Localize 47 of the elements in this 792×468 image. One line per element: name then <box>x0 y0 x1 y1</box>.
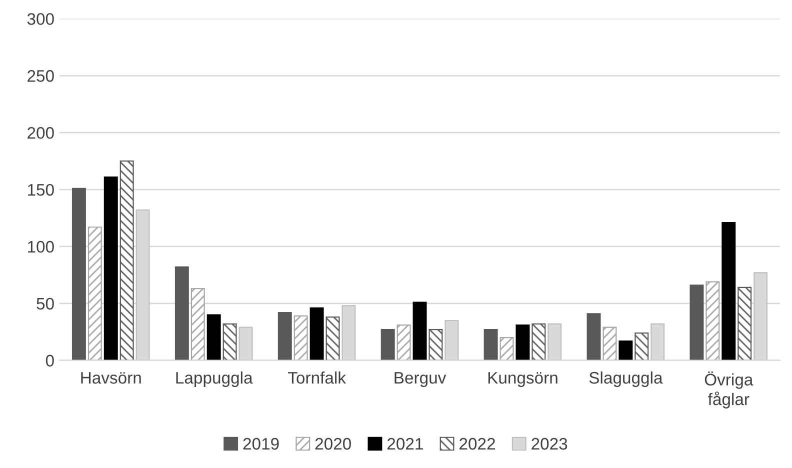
bar <box>428 329 443 360</box>
y-tick-label: 0 <box>46 354 54 367</box>
y-tick-label: 250 <box>28 70 54 82</box>
bar <box>618 340 633 360</box>
bar <box>738 286 752 360</box>
bar <box>396 324 411 360</box>
bar <box>586 313 601 360</box>
legend-label: 2020 <box>315 438 351 450</box>
bar <box>516 324 530 360</box>
y-tick-label: 200 <box>28 127 54 139</box>
bar <box>412 302 427 360</box>
bar <box>222 323 237 360</box>
bar <box>310 307 324 360</box>
bar <box>72 188 86 360</box>
bar <box>190 288 205 360</box>
y-tick-label: 150 <box>28 184 54 196</box>
bar <box>278 312 292 360</box>
bar <box>602 326 617 360</box>
x-tick-label: Slaguggla <box>589 371 663 388</box>
bar <box>206 314 221 360</box>
x-tick-label: Havsörn <box>81 372 141 384</box>
bar <box>326 316 340 360</box>
legend-label: 2019 <box>243 438 279 450</box>
bar <box>294 315 308 360</box>
bar <box>532 323 546 360</box>
bar <box>706 281 720 360</box>
y-tick-label: 100 <box>28 240 54 253</box>
x-tick-label: Kungsörn <box>488 372 558 388</box>
bar <box>634 332 649 360</box>
x-tick-label: Berguv <box>394 372 446 388</box>
bar <box>120 160 134 360</box>
bar <box>88 226 102 360</box>
y-tick-label: 300 <box>27 13 54 25</box>
legend-label: 2023 <box>532 438 568 450</box>
bar <box>104 176 118 360</box>
bar <box>500 337 514 360</box>
x-tick-label: Tornfalk <box>288 371 346 384</box>
legend-label: 2021 <box>387 438 423 450</box>
y-tick-label: 50 <box>36 298 54 310</box>
x-tick-label: Övriga fåglar <box>704 371 754 408</box>
legend-label: 2022 <box>460 438 495 450</box>
bar <box>484 329 498 360</box>
bar <box>380 329 395 360</box>
bar <box>690 284 704 360</box>
x-tick-label: Lappuggla <box>176 371 253 388</box>
bar <box>722 222 736 360</box>
bar <box>174 266 189 360</box>
